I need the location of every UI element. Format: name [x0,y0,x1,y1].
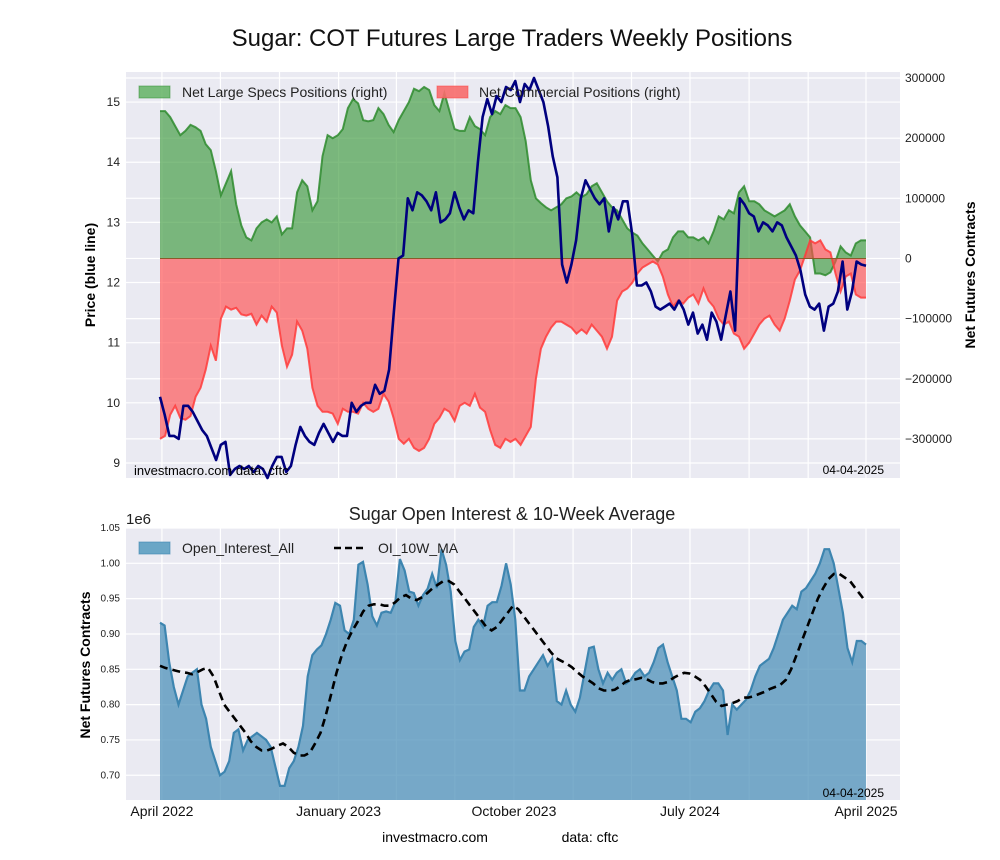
oi-ma-line [159,572,868,757]
left-tick-label: 10 [107,396,121,410]
oi-y-ticks: 1.05 1.00 0.95 0.90 0.85 0.80 0.75 0.70 [101,523,121,781]
oi-y-tick-label: 0.90 [101,629,121,640]
oi-x-tick-label: October 2023 [472,803,557,819]
oi-y-tick-label: 1.00 [101,558,121,569]
legend-swatch-oi [138,541,171,555]
oi-chart-title: Sugar Open Interest & 10-Week Average [349,504,676,524]
oi-date-annotation: 04-04-2025 [823,786,885,800]
oi-y-tick-label: 0.75 [101,735,121,746]
left-tick-label: 11 [108,336,121,350]
legend-swatch-commercial [436,85,469,99]
specs-line [160,85,866,277]
legend-label-oi: Open_Interest_All [182,540,294,556]
top-left-ticks: 9 10 11 12 13 14 15 [107,95,121,470]
left-tick-label: 9 [113,456,120,470]
right-tick-label: −200000 [905,372,952,386]
top-position-areas [159,85,866,453]
right-tick-label: 0 [905,251,912,265]
footer-source: data: cftc [562,829,619,845]
left-tick-label: 15 [107,95,121,109]
top-right-ticks: 300000 200000 100000 0 −100000 −200000 −300000 [905,71,952,446]
legend-label-specs: Net Large Specs Positions (right) [182,84,387,100]
oi-y-tick-label: 1.05 [101,523,121,534]
price-line [158,76,867,480]
specs-area [160,87,866,276]
right-tick-label: −100000 [905,312,952,326]
left-tick-label: 14 [107,155,121,169]
top-date-annotation: 04-04-2025 [823,463,885,477]
commercial-line [159,238,866,453]
oi-x-tick-label: April 2025 [834,803,897,819]
right-tick-label: 100000 [905,191,945,205]
oi-axis-offset-label: 1e6 [126,511,151,528]
oi-x-tick-label: April 2022 [130,803,193,819]
top-right-axis-label: Net Futures Contracts [962,201,978,348]
right-tick-label: 300000 [905,71,945,85]
right-tick-label: −300000 [905,432,952,446]
top-left-axis-label: Price (blue line) [82,223,98,327]
commercial-area [160,240,866,451]
oi-line [159,548,867,787]
oi-y-tick-label: 0.80 [101,700,121,711]
legend-swatch-specs [138,85,171,99]
oi-x-tick-label: July 2024 [660,803,720,819]
oi-y-tick-label: 0.95 [101,594,121,605]
oi-fill [160,549,866,800]
oi-y-tick-label: 0.85 [101,664,121,675]
oi-y-tick-label: 0.70 [101,770,121,781]
oi-ma-path [159,572,868,757]
oi-x-tick-label: January 2023 [296,803,381,819]
top-source-annotation: investmacro.com data: cftc [134,463,289,478]
top-price-line [158,76,867,480]
top-legend: Net Large Specs Positions (right) Net Co… [138,84,681,100]
left-tick-label: 12 [107,276,121,290]
right-tick-label: 200000 [905,131,945,145]
oi-x-ticks: April 2022 January 2023 October 2023 July 2… [130,803,897,819]
left-tick-label: 13 [107,215,121,229]
oi-axis-label: Net Futures Contracts [77,591,93,738]
legend-label-ma: OI_10W_MA [378,540,459,556]
oi-legend: Open_Interest_All OI_10W_MA [138,540,459,556]
legend-label-commercial: Net Commercial Positions (right) [479,84,681,100]
footer-site: investmacro.com [382,829,488,845]
oi-area [159,548,867,800]
main-chart-title: Sugar: COT Futures Large Traders Weekly … [232,25,793,52]
